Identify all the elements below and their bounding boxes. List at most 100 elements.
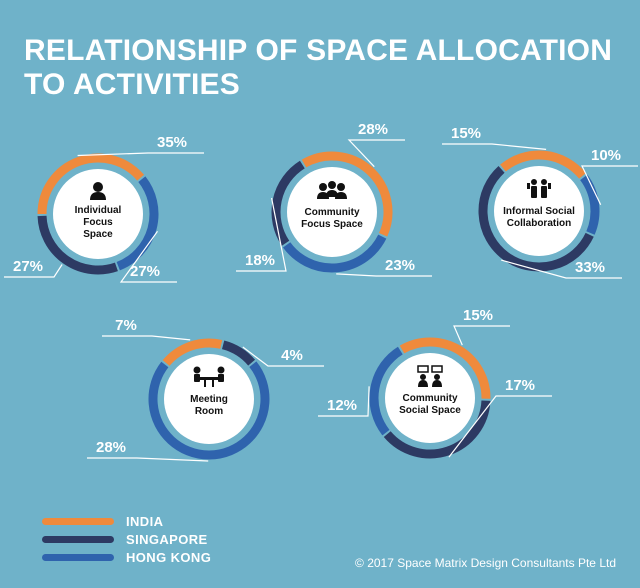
legend-item-india: INDIA <box>42 512 211 530</box>
center-label-line: Collaboration <box>507 218 571 229</box>
icon-head <box>541 179 547 185</box>
arc-singapore <box>383 400 491 459</box>
leader-line <box>87 457 209 462</box>
icon-body <box>531 186 537 198</box>
person-icon <box>90 182 106 200</box>
leader-line <box>318 386 370 417</box>
data-label-singapore: 4% <box>281 347 303 364</box>
title-line-2: TO ACTIVITIES <box>24 68 240 101</box>
arc-india <box>162 338 223 367</box>
arc-india <box>399 337 491 399</box>
icon-body <box>418 380 428 387</box>
arc-hong-kong <box>116 176 159 271</box>
icon-head <box>93 182 103 192</box>
icon-body <box>194 374 200 382</box>
arc-india <box>301 151 393 237</box>
icon-body <box>317 192 329 199</box>
leader-line <box>4 264 63 278</box>
data-label-hong-kong: 28% <box>96 439 126 456</box>
donut-center <box>287 167 377 257</box>
icon-arm <box>527 183 530 189</box>
icon-body <box>432 380 442 387</box>
leader-line <box>453 325 510 346</box>
arc-india <box>37 153 145 215</box>
arc-singapore <box>37 215 118 275</box>
center-label-line: Room <box>195 406 223 417</box>
data-label-hong-kong: 10% <box>591 147 621 164</box>
leader-line <box>242 346 324 367</box>
arc-india <box>500 150 587 179</box>
data-label-singapore: 33% <box>575 259 605 276</box>
center-label-line: Focus Space <box>301 219 363 230</box>
arc-singapore <box>478 166 594 272</box>
data-label-india: 7% <box>115 317 137 334</box>
page-title: RELATIONSHIP OF SPACE ALLOCATION TO ACTI… <box>24 34 624 102</box>
icon-head <box>531 179 537 185</box>
leader-line <box>119 230 177 283</box>
arc-singapore <box>271 160 305 246</box>
donut-center <box>53 169 143 259</box>
legend-item-singapore: SINGAPORE <box>42 530 211 548</box>
legend-swatch-singapore <box>42 535 114 543</box>
icon-table <box>200 377 218 380</box>
group-icon <box>317 181 347 199</box>
icon-head <box>217 366 225 374</box>
leader-line <box>501 259 622 279</box>
center-label-line: Community <box>403 393 458 404</box>
data-label-hong-kong: 23% <box>385 257 415 274</box>
donut-center <box>164 354 254 444</box>
arc-hong-kong <box>369 346 403 436</box>
chat-icon <box>417 365 443 387</box>
legend-label-hong-kong: HONG KONG <box>126 549 212 565</box>
icon-head <box>193 366 201 374</box>
legend-swatch-india <box>42 517 114 525</box>
leader-line <box>448 395 552 458</box>
icon-head <box>328 181 336 189</box>
data-label-singapore: 18% <box>245 252 275 269</box>
leader-line <box>102 335 191 341</box>
two-people-icon <box>527 179 551 198</box>
icon-head <box>420 374 426 380</box>
data-label-hong-kong: 12% <box>327 397 357 414</box>
center-label-line: Individual <box>75 205 122 216</box>
center-label-line: Community <box>305 207 360 218</box>
arc-hong-kong <box>148 361 270 460</box>
legend-label-singapore: SINGAPORE <box>126 531 208 547</box>
data-label-singapore: 27% <box>13 258 43 275</box>
icon-bubble <box>417 365 429 373</box>
data-label-singapore: 17% <box>505 377 535 394</box>
data-label-india: 35% <box>157 134 187 151</box>
legend-swatch-hong-kong <box>42 553 114 561</box>
leader-line <box>442 143 547 150</box>
icon-head <box>319 183 327 191</box>
icon-leg <box>204 380 206 387</box>
leader-line <box>347 139 405 168</box>
center-label-line: Meeting <box>190 394 228 405</box>
icon-arm <box>548 183 551 189</box>
data-label-india: 15% <box>451 125 481 142</box>
leader-line <box>581 165 638 205</box>
data-label-india: 28% <box>358 121 388 138</box>
icon-body <box>326 190 338 197</box>
icon-body <box>335 192 347 199</box>
leader-line <box>77 152 204 157</box>
icon-head <box>337 183 345 191</box>
donut-center <box>385 353 475 443</box>
icon-body <box>541 186 547 198</box>
icon-leg <box>212 380 214 387</box>
title-line-1: RELATIONSHIP OF SPACE ALLOCATION <box>24 34 613 67</box>
donut-center <box>494 166 584 256</box>
data-label-hong-kong: 27% <box>130 263 160 280</box>
data-label-india: 15% <box>463 307 493 324</box>
copyright: © 2017 Space Matrix Design Consultants P… <box>355 556 616 570</box>
icon-body <box>90 192 106 200</box>
icon-bubble <box>431 365 443 373</box>
center-label-line: Informal Social <box>503 206 575 217</box>
center-label-line: Space <box>83 229 113 240</box>
